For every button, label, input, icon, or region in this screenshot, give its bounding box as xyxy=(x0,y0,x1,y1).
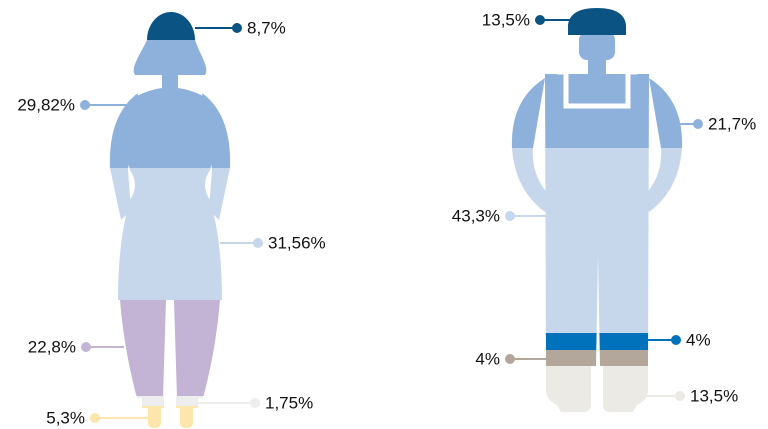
overall-bib xyxy=(557,69,637,109)
value-label: 29,82% xyxy=(17,95,75,114)
figure xyxy=(511,8,683,412)
value-label: 5,3% xyxy=(46,408,85,427)
value-label: 8,7% xyxy=(247,18,286,37)
connector-dot xyxy=(250,398,260,408)
segment xyxy=(511,8,683,35)
connector-dot xyxy=(505,211,515,221)
value-label: 4% xyxy=(686,330,711,349)
segment xyxy=(109,396,231,406)
connector-dot xyxy=(505,354,515,364)
value-label: 4% xyxy=(475,349,500,368)
figure xyxy=(109,12,231,428)
value-label: 31,56% xyxy=(268,233,326,252)
connector-dot xyxy=(232,23,242,33)
connector-dot xyxy=(675,391,685,401)
value-label: 43,3% xyxy=(452,206,500,225)
labels: 8,7% 29,82% 31,56% 22,8% 1,75% 5,3% 13,5% 21,7%… xyxy=(17,10,756,427)
value-label: 13,5% xyxy=(690,386,738,405)
value-label: 21,7% xyxy=(708,114,756,133)
connector-dot xyxy=(80,100,90,110)
figures xyxy=(109,8,683,428)
value-label: 13,5% xyxy=(482,10,530,29)
segment xyxy=(109,12,231,40)
value-label: 22,8% xyxy=(28,337,76,356)
connector-dot xyxy=(81,342,91,352)
value-label: 1,75% xyxy=(265,393,313,412)
connector-dot xyxy=(90,413,100,423)
connector-dot xyxy=(253,238,263,248)
connector-dot xyxy=(535,15,545,25)
segment xyxy=(511,333,683,350)
segment xyxy=(511,148,683,333)
connector-dot xyxy=(693,119,703,129)
segment xyxy=(511,366,683,412)
segment xyxy=(109,168,231,300)
segment xyxy=(511,35,683,148)
connector-dot xyxy=(671,335,681,345)
